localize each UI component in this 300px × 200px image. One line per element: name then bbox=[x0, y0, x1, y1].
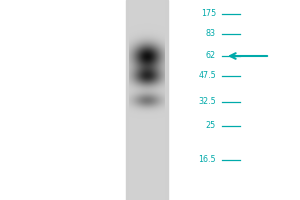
Text: 62: 62 bbox=[206, 51, 216, 60]
Text: 83: 83 bbox=[206, 29, 216, 38]
Text: 47.5: 47.5 bbox=[198, 72, 216, 80]
Text: 175: 175 bbox=[201, 9, 216, 19]
Bar bbox=[126, 0, 168, 200]
Text: 25: 25 bbox=[206, 121, 216, 130]
Text: 32.5: 32.5 bbox=[198, 98, 216, 106]
Text: 16.5: 16.5 bbox=[198, 156, 216, 164]
